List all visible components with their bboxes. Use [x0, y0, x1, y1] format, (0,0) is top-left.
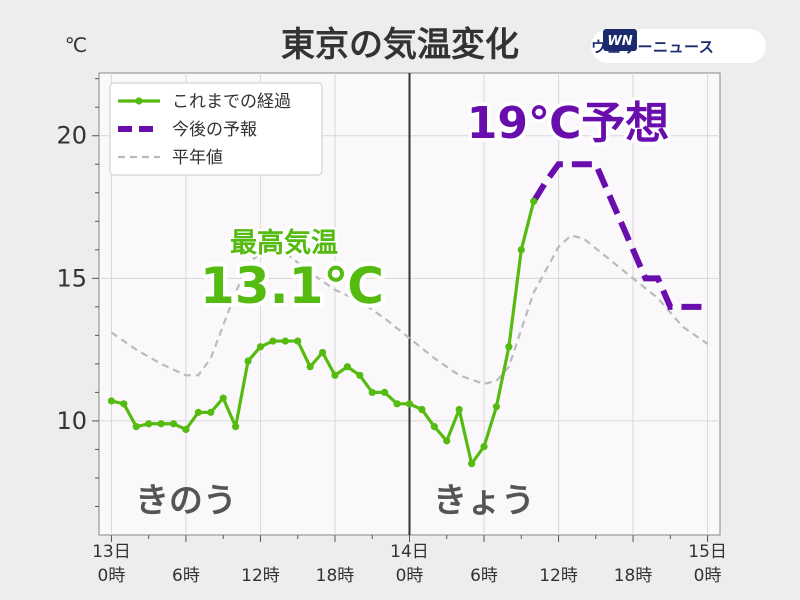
- y-tick-label: 20: [56, 122, 87, 150]
- x-tick-label: 18時: [614, 566, 653, 586]
- x-tick-date-label: 14日: [390, 542, 429, 562]
- x-tick-label: 12時: [241, 566, 280, 586]
- legend-marker-observed: [135, 97, 143, 105]
- observed-point: [492, 403, 501, 411]
- x-tick-label: 0時: [694, 566, 722, 586]
- observed-point: [530, 197, 538, 205]
- observed-point: [368, 388, 376, 397]
- observed-point: [381, 388, 389, 397]
- series-forecast-line: [531, 161, 708, 310]
- observed-point: [145, 420, 153, 428]
- observed-point: [132, 423, 140, 431]
- x-tick-date-label: 13日: [92, 542, 131, 562]
- x-tick-label: 0時: [396, 566, 424, 586]
- chart-title: 東京の気温変化: [281, 25, 519, 65]
- observed-point: [232, 423, 240, 431]
- observed-point: [120, 400, 128, 408]
- observed-point: [331, 371, 339, 379]
- observed-point: [269, 337, 277, 345]
- series-normal-line: [110, 234, 709, 385]
- x-tick-label: 6時: [470, 566, 498, 586]
- observed-point: [207, 408, 215, 416]
- series-lines: [107, 161, 709, 468]
- day-label-yesterday: きのう: [135, 481, 237, 521]
- observed-point: [430, 423, 438, 431]
- observed-point: [194, 408, 202, 416]
- brand-badge: WN ウェザーニュース: [591, 29, 766, 63]
- y-tick-label: 15: [56, 264, 87, 292]
- legend-entry-label: 平年値: [172, 148, 223, 168]
- svg-text:WN: WN: [607, 34, 632, 49]
- observed-point: [480, 442, 488, 451]
- observed-point: [182, 425, 190, 434]
- observed-point: [157, 420, 165, 428]
- observed-point: [505, 343, 513, 351]
- x-tick-label: 18時: [316, 566, 355, 586]
- x-tick-label: 6時: [172, 566, 200, 586]
- x-tick-date-label: 15日: [688, 542, 727, 562]
- x-tick-label: 12時: [539, 566, 578, 586]
- observed-point: [107, 397, 116, 405]
- observed-point: [443, 437, 451, 445]
- legend-box: [109, 82, 323, 176]
- observed-point: [405, 400, 414, 408]
- max-temp-label: 最高気温: [230, 227, 338, 259]
- observed-point: [318, 348, 327, 357]
- observed-point: [169, 420, 178, 428]
- observed-point: [418, 405, 426, 414]
- observed-point: [455, 405, 463, 414]
- x-tick-label: 0時: [98, 566, 126, 586]
- forecast-high-label: 19℃予想: [467, 98, 670, 149]
- observed-point: [393, 400, 401, 408]
- observed-point: [468, 460, 476, 468]
- legend-entry-label: 今後の予報: [172, 120, 257, 140]
- observed-point: [356, 371, 364, 379]
- max-temp-value: 13.1℃: [200, 257, 384, 315]
- axis-ticks: 13日 0時 6時 12時 18時 14日 0時 6時 12時 18時 15日 0時 10 15 20: [56, 78, 727, 586]
- weathernews-logo-icon: WN: [603, 29, 637, 51]
- y-unit-label: ℃: [65, 33, 87, 57]
- day-label-today: きょう: [433, 481, 535, 521]
- observed-point: [244, 357, 252, 365]
- observed-point: [306, 363, 314, 371]
- y-tick-label: 10: [56, 407, 87, 435]
- observed-point: [219, 394, 227, 402]
- observed-point: [294, 337, 302, 345]
- observed-point: [256, 343, 265, 351]
- observed-point: [343, 363, 351, 371]
- observed-point: [517, 246, 525, 254]
- legend-entry-label: これまでの経過: [172, 92, 291, 112]
- observed-point: [281, 337, 289, 345]
